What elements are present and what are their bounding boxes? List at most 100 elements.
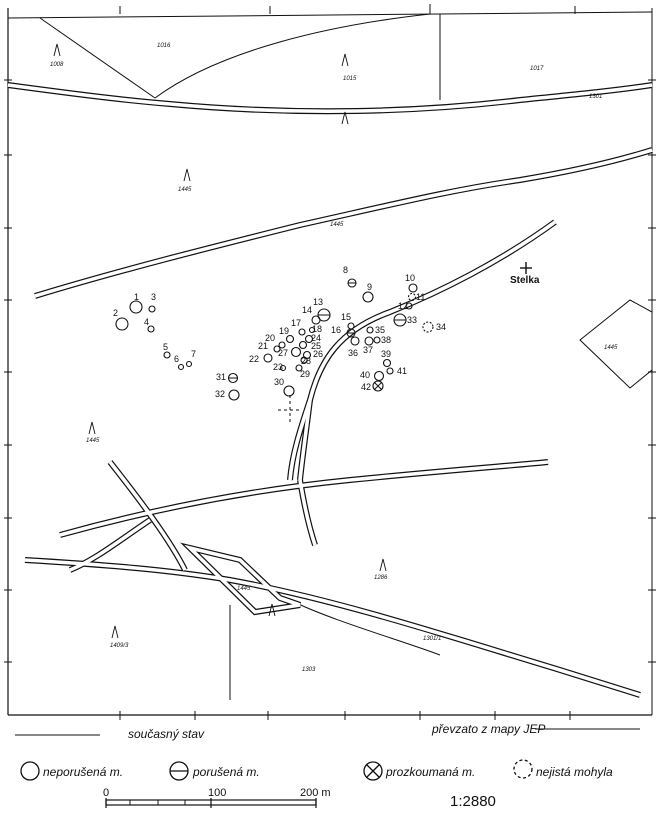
legend-damaged-label: porušená m. [192, 765, 260, 779]
scale-bar: 0 100 200 m 1:2880 [103, 787, 496, 810]
barrow-31 [229, 374, 238, 383]
barrow-number-12: 12 [398, 301, 408, 311]
barrow-37 [365, 337, 373, 345]
legend: neporušená m. porušená m. prozkoumaná m.… [21, 760, 613, 780]
barrow-number-30: 30 [274, 377, 284, 387]
stelka-label: Stelka [510, 275, 540, 286]
parcel-number: 1301 [589, 94, 602, 100]
barrow-number-31: 31 [216, 372, 226, 382]
roads [8, 85, 652, 695]
barrow-number-5: 5 [163, 342, 168, 352]
parcel-number: 1303 [302, 667, 316, 673]
parcel-number: 1017 [530, 66, 544, 72]
barrow-number-41: 41 [397, 366, 407, 376]
barrow-number-40: 40 [360, 370, 370, 380]
barrow-32 [229, 390, 239, 400]
barrow-number-21: 21 [258, 341, 268, 351]
parcel-number: 1409/3 [110, 643, 129, 649]
parcel-number: 1445 [604, 345, 618, 351]
barrow-number-38: 38 [381, 335, 391, 345]
current-state-label: současný stav [128, 727, 205, 741]
barrow-number-39: 39 [381, 349, 391, 359]
barrow-number-19: 19 [279, 326, 289, 336]
barrow-27 [292, 348, 301, 357]
meadow-symbol [112, 626, 118, 638]
barrow-number-1: 1 [134, 292, 139, 302]
meadow-symbol [380, 559, 386, 571]
barrow-41 [387, 368, 393, 374]
parcel-number: 1016 [157, 43, 171, 49]
meadow-symbol [184, 169, 190, 181]
barrow-number-14: 14 [302, 305, 312, 315]
barrow-34 [423, 322, 433, 332]
barrow-number-10: 10 [405, 273, 415, 283]
barrow-22 [264, 354, 272, 362]
source-label: převzato z mapy JEP [431, 722, 545, 736]
barrow-number-13: 13 [313, 297, 323, 307]
barrow-33 [394, 314, 406, 326]
meadow-symbol [342, 54, 348, 66]
parcel-numbers: 1008101610151017144514451445144512861409… [50, 43, 618, 673]
barrow-number-8: 8 [343, 265, 348, 275]
barrow-number-32: 32 [215, 389, 225, 399]
legend-uncertain-icon [514, 760, 532, 778]
barrow-40 [375, 372, 384, 381]
stelka-landmark: Stelka [510, 262, 540, 286]
barrow-number-42: 42 [361, 382, 371, 392]
barrow-number-15: 15 [341, 312, 351, 322]
barrow-number-36: 36 [348, 348, 358, 358]
field-boundary [278, 395, 302, 425]
barrow-number-16: 16 [331, 325, 341, 335]
parcel-number: 1301/1 [423, 636, 441, 642]
footer-rules [15, 729, 640, 735]
barrow-8 [348, 279, 356, 287]
parcel-number: 1015 [343, 76, 357, 82]
barrow-17 [299, 329, 305, 335]
barrow-number-28: 28 [301, 356, 311, 366]
barrow-9 [363, 292, 373, 302]
parcel-number: 1445 [178, 187, 192, 193]
barrow-2 [116, 318, 128, 330]
barrow-number-27: 27 [278, 348, 288, 358]
barrow-5 [164, 352, 170, 358]
barrow-number-33: 33 [407, 315, 417, 325]
legend-intact-icon [21, 762, 39, 780]
meadow-symbol [89, 422, 95, 434]
scale-tick-200: 200 m [300, 787, 331, 799]
barrow-number-17: 17 [291, 318, 301, 328]
barrow-38 [374, 337, 380, 343]
barrow-number-9: 9 [367, 282, 372, 292]
parcel-number: 1008 [50, 62, 64, 68]
barrow-number-37: 37 [363, 345, 373, 355]
barrow-6 [179, 365, 184, 370]
legend-excavated-label: prozkoumaná m. [385, 765, 475, 779]
barrow-39 [384, 360, 391, 367]
barrow-number-2: 2 [113, 308, 118, 318]
parcel-number: 1445 [86, 438, 100, 444]
parcel-number: 1286 [374, 575, 388, 581]
barrow-number-34: 34 [436, 322, 446, 332]
barrow-number-4: 4 [144, 317, 149, 327]
scale-ratio: 1:2880 [450, 793, 496, 810]
barrow-15 [348, 323, 354, 329]
barrow-3 [149, 306, 155, 312]
barrow-19 [287, 336, 294, 343]
barrow-7 [187, 362, 192, 367]
barrow-number-11: 11 [416, 292, 425, 302]
barrow-42 [373, 381, 383, 391]
scale-tick-0: 0 [103, 787, 109, 799]
barrow-number-3: 3 [151, 292, 156, 302]
legend-uncertain-label: nejistá mohyla [536, 765, 613, 779]
meadow-symbol [54, 44, 60, 56]
barrow-14 [312, 316, 320, 324]
barrow-25 [300, 342, 307, 349]
barrow-36 [351, 337, 359, 345]
scale-tick-100: 100 [208, 787, 226, 799]
parcel-number: 1445 [330, 222, 344, 228]
barrow-number-7: 7 [191, 349, 196, 359]
barrow-1 [130, 301, 142, 313]
barrow-number-26: 26 [313, 349, 323, 359]
barrow-number-6: 6 [174, 354, 179, 364]
barrow-number-35: 35 [375, 325, 385, 335]
